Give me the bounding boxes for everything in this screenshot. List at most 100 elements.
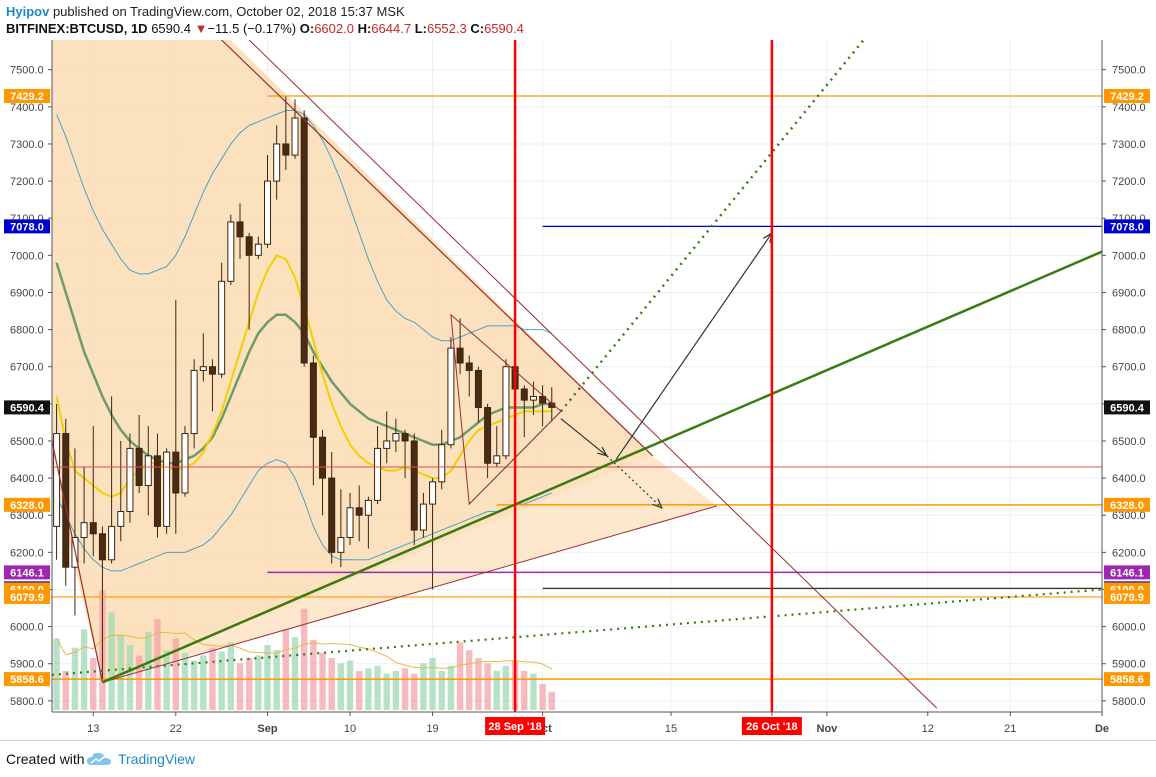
candle-body xyxy=(374,447,382,501)
candle-body xyxy=(89,522,97,535)
volume-bar xyxy=(80,629,88,710)
volume-bar xyxy=(62,671,69,710)
y-tick-label-right: 6200.0 xyxy=(1112,547,1146,559)
bollinger-lower-line xyxy=(56,459,552,572)
price-tag-left: 7078.0 xyxy=(10,221,44,233)
candle-body xyxy=(383,440,391,449)
ohlc-line: BITFINEX:BTCUSD, 1D 6590.4 ▼−11.5 (−0.17… xyxy=(6,21,524,36)
arrow-down xyxy=(560,418,608,457)
price-tag-left: 7429.2 xyxy=(10,91,44,103)
volume-bar xyxy=(126,645,134,710)
candle-body xyxy=(410,440,418,531)
volume-bar xyxy=(145,632,152,710)
volume-ma-line xyxy=(56,631,553,670)
price-chart[interactable]: 5800.05800.05900.05900.06000.06000.06100… xyxy=(0,40,1156,740)
price-tag-left-bg xyxy=(4,672,50,687)
volume-bar xyxy=(456,642,464,710)
volume-bar xyxy=(493,671,500,710)
volume-bar xyxy=(154,619,161,710)
footer: Created with TradingView xyxy=(0,740,1156,777)
x-tick-label: 12 xyxy=(922,723,934,735)
date-tag-bg xyxy=(741,717,802,735)
axes: 5800.05800.05900.05900.06000.06000.06100… xyxy=(4,40,1150,735)
symbol-label: BITFINEX:BTCUSD, 1D xyxy=(6,21,148,36)
tradingview-brand-link[interactable]: TradingView xyxy=(118,751,196,767)
change-value: −11.5 (−0.17%) xyxy=(207,21,297,36)
candle-body xyxy=(474,369,482,409)
y-tick-label-left: 6000.0 xyxy=(10,622,44,634)
volume-bar xyxy=(291,637,299,710)
date-tag-bg xyxy=(485,717,546,735)
candle-body xyxy=(520,388,528,401)
descending-triangle-fill xyxy=(52,40,653,683)
candle-body xyxy=(392,433,400,442)
y-tick-label-right: 6700.0 xyxy=(1112,362,1146,374)
volume-bar xyxy=(447,665,455,710)
left-edge-line xyxy=(51,440,104,683)
price-tag-right-bg xyxy=(1104,88,1150,103)
y-tick-label-right: 7000.0 xyxy=(1112,250,1146,262)
volume-bar xyxy=(108,612,115,710)
candle-body xyxy=(364,499,372,516)
volume-bar xyxy=(245,658,253,710)
volume-bar xyxy=(181,652,189,710)
chart-header: Hyipov published on TradingView.com, Oct… xyxy=(0,0,1156,40)
candle-body xyxy=(208,366,216,375)
created-with-text: Created with xyxy=(6,751,85,767)
y-tick-label-left: 6400.0 xyxy=(10,473,44,485)
price-tag-left-bg xyxy=(4,400,50,415)
high-label: H: xyxy=(357,21,372,36)
volume-bar xyxy=(190,660,198,710)
volume-bar xyxy=(255,655,262,710)
volume-bar xyxy=(117,634,124,710)
y-tick-label-right: 6000.0 xyxy=(1112,622,1146,634)
candle-body xyxy=(218,280,226,375)
volume-bar xyxy=(365,668,372,710)
candle-body xyxy=(199,366,207,371)
candle-body xyxy=(300,117,308,364)
volume-bar xyxy=(521,671,528,710)
down-arrow-icon: ▼ xyxy=(194,21,208,36)
author-link[interactable]: Hyipov xyxy=(6,4,50,19)
y-tick-label-left: 6900.0 xyxy=(10,287,44,299)
candle-body xyxy=(346,507,354,539)
candle-body xyxy=(309,362,317,438)
candle-body xyxy=(493,455,501,464)
x-tick-label: 15 xyxy=(665,723,677,735)
price-tag-left: 6590.4 xyxy=(10,402,45,414)
candle-body xyxy=(529,395,537,401)
volume-bar xyxy=(539,684,546,710)
volume-bar xyxy=(484,663,491,710)
lower-wedge-fill xyxy=(102,455,717,683)
y-tick-label-left: 6700.0 xyxy=(10,362,44,374)
y-tick-label-left: 6800.0 xyxy=(10,325,44,337)
drawing-shapes xyxy=(52,40,717,683)
volume-bar xyxy=(530,673,537,710)
volume-bar xyxy=(227,642,235,710)
volume-bar xyxy=(53,638,60,710)
candle-body xyxy=(465,362,473,371)
y-tick-label-right: 7400.0 xyxy=(1112,102,1146,114)
candle-body xyxy=(245,236,253,256)
volume-bar xyxy=(200,655,207,710)
y-tick-label-left: 7200.0 xyxy=(10,176,44,188)
tradingview-cloud-icon[interactable] xyxy=(86,751,112,767)
volume-bar xyxy=(282,629,290,710)
volume-bar xyxy=(310,639,317,710)
lower-wedge-line xyxy=(102,505,717,683)
price-tag-right: 7429.2 xyxy=(1110,91,1144,103)
y-tick-label-left: 6200.0 xyxy=(10,547,44,559)
price-tag-left-bg xyxy=(4,88,50,103)
candle-body xyxy=(98,533,106,561)
price-tag-left-bg xyxy=(4,497,50,512)
price-tag-left-bg xyxy=(4,219,50,234)
volume-bar xyxy=(401,668,409,710)
price-tag-right-bg xyxy=(1104,219,1150,234)
date-tag-label: 26 Oct '18 xyxy=(746,721,798,733)
volume-bar xyxy=(420,663,427,710)
price-tag-left: 6146.1 xyxy=(10,567,44,579)
candle-body xyxy=(328,477,336,553)
candle-body xyxy=(227,221,235,282)
y-tick-label-left: 7500.0 xyxy=(10,65,44,77)
price-tag-right-bg xyxy=(1104,589,1150,604)
